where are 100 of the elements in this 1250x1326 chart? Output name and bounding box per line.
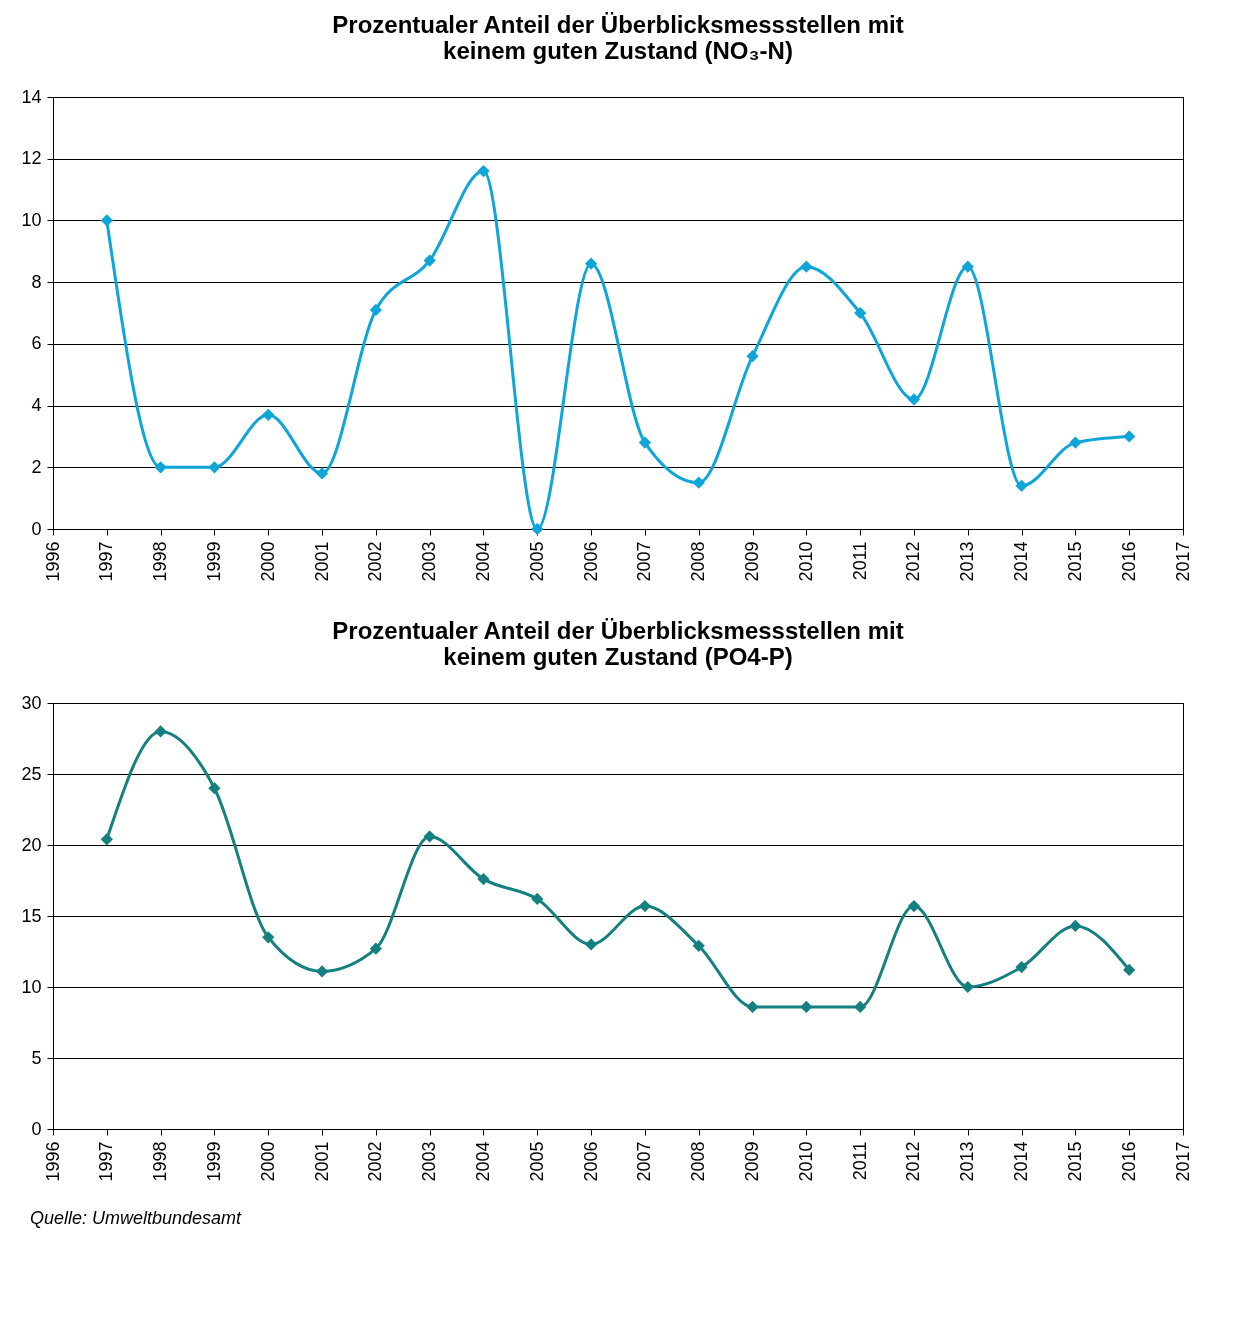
x-tick-label: 2015 — [1064, 541, 1085, 582]
x-tick-label: 2016 — [1118, 1141, 1139, 1182]
x-tick-label: 2012 — [903, 1141, 924, 1182]
point — [423, 254, 436, 267]
y-tick-label: 4 — [31, 395, 42, 416]
x-tick-label: 2014 — [1011, 541, 1032, 582]
y-tick-label: 6 — [31, 333, 42, 354]
point — [961, 980, 974, 994]
point — [262, 408, 275, 421]
x-tick-label: 1997 — [96, 1141, 117, 1182]
point — [315, 467, 329, 480]
x-tick-label: 2017 — [1172, 1141, 1193, 1182]
point — [1069, 436, 1082, 449]
x-tick-label: 2010 — [795, 1141, 816, 1182]
x-tick-label: 2003 — [419, 541, 440, 582]
x-tick-label: 2004 — [472, 1141, 493, 1182]
point — [477, 164, 490, 178]
point — [208, 782, 221, 795]
y-tick-label: 20 — [21, 834, 42, 855]
point — [531, 892, 544, 906]
point — [746, 350, 759, 363]
point — [638, 899, 652, 913]
y-tick-label: 0 — [31, 518, 42, 539]
y-tick-label: 5 — [31, 1047, 42, 1068]
x-tick-label: 1997 — [96, 541, 117, 582]
x-tick-label: 2017 — [1172, 541, 1193, 582]
x-tick-label: 2004 — [472, 541, 493, 582]
y-tick-label: 10 — [21, 209, 42, 230]
point — [800, 1000, 813, 1013]
x-tick-label: 2005 — [526, 541, 547, 582]
x-tick-label: 2016 — [1118, 541, 1139, 582]
point — [584, 938, 598, 951]
x-tick-label: 2007 — [634, 1141, 655, 1182]
point — [961, 260, 974, 273]
point — [100, 214, 113, 227]
point — [154, 725, 167, 738]
point — [262, 931, 275, 944]
x-tick-label: 2006 — [580, 1141, 601, 1182]
x-tick-label: 2001 — [311, 541, 332, 582]
x-tick-label: 1999 — [203, 541, 224, 582]
point — [423, 830, 436, 843]
point — [854, 1000, 867, 1013]
point — [638, 436, 652, 449]
x-tick-label: 2014 — [1011, 1141, 1032, 1182]
y-tick-label: 8 — [31, 271, 42, 292]
x-tick-label: 2001 — [311, 1141, 332, 1182]
x-tick-label: 2007 — [634, 541, 655, 582]
x-tick-label: 1996 — [42, 1141, 63, 1182]
point — [692, 939, 705, 952]
source-note: Quelle: Umweltbundesamt — [30, 1208, 243, 1229]
point — [1015, 479, 1028, 492]
x-tick-label: 2011 — [849, 541, 870, 581]
point — [692, 476, 705, 489]
y-tick-label: 12 — [21, 148, 42, 169]
x-tick-label: 2002 — [365, 541, 386, 582]
point — [100, 833, 113, 846]
point — [907, 899, 921, 913]
point — [531, 522, 544, 536]
x-tick-label: 2011 — [849, 1141, 870, 1181]
y-tick-label: 14 — [21, 86, 42, 107]
point — [1123, 430, 1136, 443]
x-tick-label: 2013 — [957, 541, 978, 582]
point — [208, 461, 221, 474]
x-tick-label: 1998 — [150, 1141, 171, 1182]
x-tick-label: 1999 — [203, 1141, 224, 1182]
y-tick-label: 2 — [31, 456, 42, 477]
point — [746, 1000, 759, 1013]
y-tick-label: 0 — [31, 1118, 42, 1139]
point — [800, 260, 813, 273]
x-tick-label: 2002 — [365, 1141, 386, 1182]
x-tick-label: 2012 — [903, 541, 924, 582]
x-tick-label: 2006 — [580, 541, 601, 582]
point — [315, 965, 329, 978]
point — [584, 257, 598, 270]
x-tick-label: 2008 — [688, 1141, 709, 1182]
x-tick-label: 2000 — [257, 1141, 278, 1182]
chart-title: Prozentualer Anteil der Überblicksmessstellen mit keinem guten Zustand (NO₃-N) — [332, 11, 904, 64]
x-tick-label: 2013 — [957, 1141, 978, 1182]
x-tick-label: 2005 — [526, 1141, 547, 1182]
point — [907, 393, 921, 406]
x-tick-label: 2010 — [795, 541, 816, 582]
x-tick-label: 2003 — [419, 1141, 440, 1182]
x-tick-label: 2015 — [1064, 1141, 1085, 1182]
point — [154, 461, 167, 474]
y-tick-label: 30 — [21, 692, 42, 713]
y-tick-label: 25 — [21, 763, 42, 784]
point — [477, 872, 490, 886]
chart-title: Prozentualer Anteil der Überblicksmessstellen mit keinem guten Zustand (PO4-P) — [332, 617, 904, 670]
y-tick-label: 10 — [21, 976, 42, 997]
point — [369, 942, 382, 955]
point — [1123, 963, 1136, 977]
x-tick-label: 2000 — [257, 541, 278, 582]
x-tick-label: 1996 — [42, 541, 63, 582]
x-tick-label: 2008 — [688, 541, 709, 582]
x-tick-label: 1998 — [150, 541, 171, 582]
point — [854, 306, 867, 320]
point — [1015, 961, 1028, 974]
x-tick-label: 2009 — [742, 1141, 763, 1182]
point — [1069, 919, 1082, 933]
point — [369, 303, 382, 317]
